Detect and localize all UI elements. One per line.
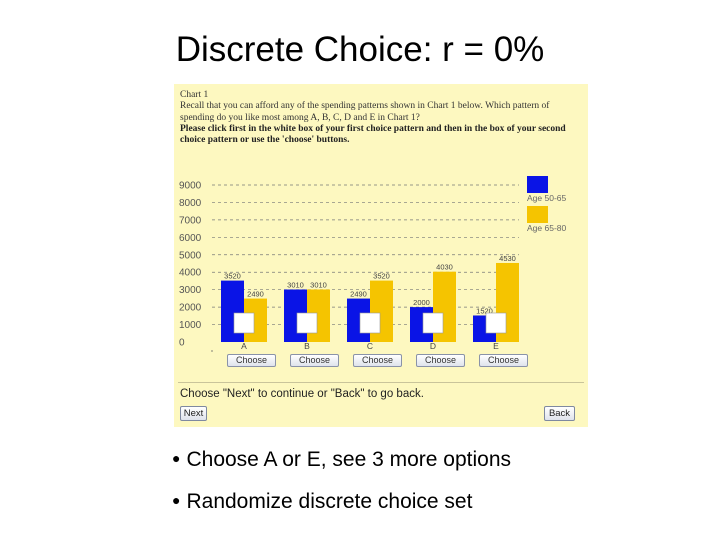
bullet-text: Randomize discrete choice set — [186, 490, 473, 513]
bullet-item: ● Randomize discrete choice set — [172, 486, 511, 528]
choose-button-c[interactable]: Choose — [353, 354, 402, 367]
bar-value-label: 4030 — [436, 263, 453, 272]
bullet-text: Choose A or E, see 3 more options — [186, 448, 511, 471]
legend-swatch — [527, 176, 548, 193]
y-tick-label: 1000 — [179, 320, 202, 331]
bullet-item: ● Choose A or E, see 3 more options — [172, 444, 511, 486]
category-label: D — [430, 341, 436, 351]
bar-value-label: 2000 — [413, 298, 430, 307]
category-label: A — [241, 341, 247, 351]
category-label: E — [493, 341, 499, 351]
legend-label: Age 50-65 — [527, 193, 566, 203]
y-tick-label: 8000 — [179, 198, 202, 209]
bar-value-label: 3010 — [310, 280, 327, 289]
choose-button-b[interactable]: Choose — [290, 354, 339, 367]
spending-chart: 0 1000 2000 3000 4000 5000 6000 7000 8000 9000 352… — [179, 176, 566, 352]
instructions: Chart 1 Recall that you can afford any o… — [180, 90, 582, 146]
bar-value-label: 3520 — [373, 272, 390, 281]
bar-value-label: 3520 — [224, 272, 241, 281]
choose-button-a[interactable]: Choose — [227, 354, 276, 367]
instruction-click: Please click first in the white box of y… — [180, 123, 566, 146]
y-tick-label: 4000 — [179, 268, 202, 279]
back-button[interactable]: Back — [544, 406, 575, 421]
y-tick-label: 6000 — [179, 233, 202, 244]
bullet-dot-icon: ● — [172, 492, 181, 508]
category-label: B — [304, 341, 310, 351]
footer-divider — [178, 382, 584, 383]
footer-instruction: Choose "Next" to continue or "Back" to g… — [180, 388, 424, 400]
bullet-dot-icon: ● — [172, 450, 181, 466]
bar-value-label: 3010 — [287, 280, 304, 289]
choice-box[interactable] — [233, 312, 255, 334]
choose-button-d[interactable]: Choose — [416, 354, 465, 367]
y-tick-label: 0 — [179, 338, 185, 349]
bar-value-label: 1520 — [476, 306, 493, 315]
choice-box[interactable] — [422, 312, 444, 334]
bar-value-label: 2490 — [350, 290, 367, 299]
y-tick-label: 7000 — [179, 215, 202, 226]
choose-button-e[interactable]: Choose — [479, 354, 528, 367]
next-button[interactable]: Next — [180, 406, 207, 421]
y-tick-label: 5000 — [179, 250, 202, 261]
choice-box[interactable] — [485, 312, 507, 334]
choice-box[interactable] — [296, 312, 318, 334]
bullet-list: ● Choose A or E, see 3 more options ● Rand… — [172, 444, 511, 528]
y-tick-label: 2000 — [179, 303, 202, 314]
bar-value-label: 4530 — [499, 254, 516, 263]
y-tick-label: 9000 — [179, 181, 202, 192]
y-tick-label: 3000 — [179, 285, 202, 296]
choice-box[interactable] — [359, 312, 381, 334]
legend-label: Age 65-80 — [527, 223, 566, 233]
bar-value-label: 2490 — [247, 290, 264, 299]
chart-heading: Chart 1 — [180, 90, 209, 100]
category-label: C — [367, 341, 373, 351]
slide-title: Discrete Choice: r = 0% — [175, 30, 545, 69]
survey-panel: Chart 1 Recall that you can afford any o… — [174, 84, 588, 427]
legend-swatch — [527, 206, 548, 223]
instruction-question: Recall that you can afford any of the sp… — [180, 101, 550, 123]
